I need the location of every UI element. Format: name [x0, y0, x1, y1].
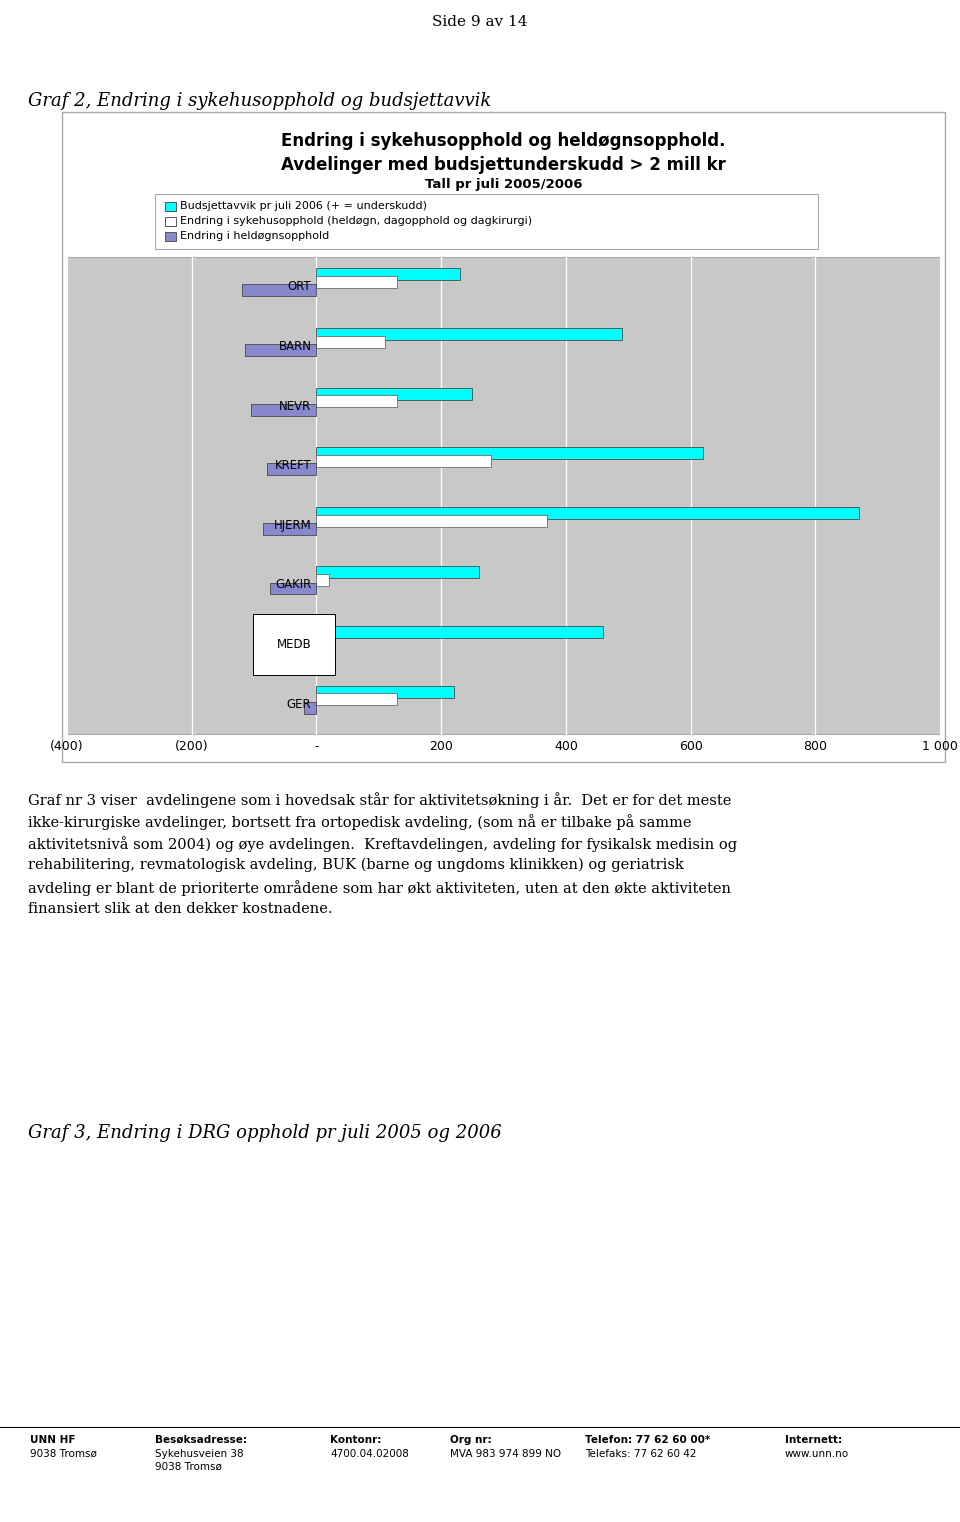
Text: Sykehusveien 38: Sykehusveien 38 — [155, 1449, 244, 1460]
Bar — [317, 327, 622, 339]
Bar — [317, 388, 472, 399]
Text: UNN HF: UNN HF — [30, 1435, 76, 1444]
Bar — [317, 268, 460, 280]
Bar — [317, 633, 318, 645]
Bar — [165, 231, 176, 240]
Bar — [242, 285, 317, 297]
Text: 400: 400 — [554, 740, 578, 753]
Bar — [67, 257, 940, 734]
Text: Org nr:: Org nr: — [450, 1435, 492, 1444]
Text: GAKIR: GAKIR — [276, 578, 311, 592]
Text: HJERM: HJERM — [274, 519, 311, 531]
Text: BARN: BARN — [278, 339, 311, 353]
Bar — [270, 583, 317, 595]
Bar — [317, 396, 397, 408]
Bar — [317, 275, 397, 288]
Text: Graf 3, Endring i DRG opphold pr juli 2005 og 2006: Graf 3, Endring i DRG opphold pr juli 20… — [28, 1125, 502, 1142]
Bar — [317, 336, 385, 347]
Text: Avdelinger med budsjettunderskudd > 2 mill kr: Avdelinger med budsjettunderskudd > 2 mi… — [281, 155, 726, 174]
Text: GER: GER — [287, 697, 311, 711]
Text: Endring i sykehusopphold (heldøgn, dagopphold og dagkirurgi): Endring i sykehusopphold (heldøgn, dagop… — [180, 216, 532, 225]
Text: -: - — [314, 740, 319, 753]
Text: NEVR: NEVR — [279, 400, 311, 412]
Bar — [317, 694, 397, 705]
Text: MVA 983 974 899 NO: MVA 983 974 899 NO — [450, 1449, 562, 1460]
Bar — [62, 113, 945, 763]
Bar — [317, 574, 329, 586]
Bar — [317, 507, 859, 519]
Text: Budsjettavvik pr juli 2006 (+ = underskudd): Budsjettavvik pr juli 2006 (+ = undersku… — [180, 201, 427, 212]
Bar — [317, 626, 603, 638]
Bar — [155, 193, 818, 250]
Bar — [165, 216, 176, 225]
Text: Telefon: 77 62 60 00*: Telefon: 77 62 60 00* — [585, 1435, 710, 1444]
Text: Telefaks: 77 62 60 42: Telefaks: 77 62 60 42 — [585, 1449, 697, 1460]
Text: Kontonr:: Kontonr: — [330, 1435, 381, 1444]
Text: 9038 Tromsø: 9038 Tromsø — [155, 1463, 222, 1472]
Bar — [317, 447, 703, 460]
Text: 1 000: 1 000 — [922, 740, 958, 753]
Text: rehabilitering, revmatologisk avdeling, BUK (barne og ungdoms klinikken) og geri: rehabilitering, revmatologisk avdeling, … — [28, 858, 684, 872]
Text: (400): (400) — [50, 740, 84, 753]
Text: Endring i sykehusopphold og heldøgnsopphold.: Endring i sykehusopphold og heldøgnsopph… — [281, 132, 726, 151]
Text: MEDB: MEDB — [276, 638, 311, 651]
Bar — [263, 524, 317, 534]
Text: KREFT: KREFT — [275, 460, 311, 472]
Text: Graf 2, Endring i sykehusopphold og budsjettavvik: Graf 2, Endring i sykehusopphold og buds… — [28, 91, 492, 110]
Text: aktivitetsnivå som 2004) og øye avdelingen.  Kreftavdelingen, avdeling for fysik: aktivitetsnivå som 2004) og øye avdeling… — [28, 836, 737, 852]
Text: finansiert slik at den dekker kostnadene.: finansiert slik at den dekker kostnadene… — [28, 903, 332, 916]
Bar — [245, 344, 317, 356]
Text: 9038 Tromsø: 9038 Tromsø — [30, 1449, 97, 1460]
Bar — [317, 514, 547, 527]
Text: Internett:: Internett: — [785, 1435, 842, 1444]
Text: (200): (200) — [175, 740, 208, 753]
Text: www.unn.no: www.unn.no — [785, 1449, 850, 1460]
Bar — [317, 455, 491, 467]
Bar — [304, 702, 317, 714]
Text: Side 9 av 14: Side 9 av 14 — [432, 15, 528, 29]
Bar — [317, 686, 454, 697]
Bar — [317, 566, 478, 578]
Text: Endring i heldøgnsopphold: Endring i heldøgnsopphold — [180, 231, 329, 240]
Text: Besøksadresse:: Besøksadresse: — [155, 1435, 247, 1444]
Text: 4700.04.02008: 4700.04.02008 — [330, 1449, 409, 1460]
Text: 800: 800 — [804, 740, 828, 753]
Bar — [267, 463, 317, 475]
Text: ikke-kirurgiske avdelinger, bortsett fra ortopedisk avdeling, (som nå er tilbake: ikke-kirurgiske avdelinger, bortsett fra… — [28, 814, 691, 829]
Bar — [270, 642, 317, 654]
Text: ORT: ORT — [288, 280, 311, 294]
Text: Tall pr juli 2005/2006: Tall pr juli 2005/2006 — [424, 178, 583, 190]
Text: avdeling er blant de prioriterte områdene som har økt aktiviteten, uten at den ø: avdeling er blant de prioriterte områden… — [28, 880, 731, 896]
Text: 200: 200 — [429, 740, 453, 753]
Bar — [165, 201, 176, 210]
Bar — [251, 403, 317, 416]
Text: 600: 600 — [679, 740, 703, 753]
Text: Graf nr 3 viser  avdelingene som i hovedsak står for aktivitetsøkning i år.  Det: Graf nr 3 viser avdelingene som i hoveds… — [28, 791, 732, 808]
